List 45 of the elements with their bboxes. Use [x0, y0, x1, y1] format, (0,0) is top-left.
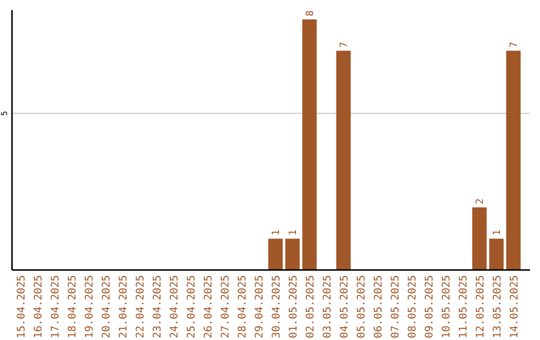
x-tick-label: 09.05.2025 — [423, 275, 436, 338]
x-tick-label: 15.04.2025 — [16, 275, 28, 338]
x-tick-label: 17.04.2025 — [50, 275, 62, 338]
bar — [268, 238, 283, 270]
x-tick-label: 26.04.2025 — [202, 275, 215, 338]
x-tick-label: 24.04.2025 — [168, 275, 181, 338]
data-label: 7 — [338, 42, 350, 48]
bar — [489, 238, 504, 270]
x-tick-label: 07.05.2025 — [389, 275, 402, 338]
x-tick-label: 29.04.2025 — [254, 275, 266, 338]
x-tick-label: 08.05.2025 — [406, 275, 418, 338]
x-tick-label: 12.05.2025 — [474, 275, 486, 338]
x-tick-label: 18.04.2025 — [66, 275, 79, 338]
x-tick-label: 05.05.2025 — [355, 275, 368, 338]
x-tick-label: 22.04.2025 — [134, 275, 147, 338]
x-tick-label: 23.04.2025 — [152, 275, 164, 338]
x-tick-label: 27.04.2025 — [220, 275, 232, 338]
x-tick-label: 01.05.2025 — [287, 275, 300, 338]
y-tick-label: 5 — [0, 110, 9, 116]
x-tick-label: 21.04.2025 — [118, 275, 130, 338]
x-tick-label: 28.04.2025 — [236, 275, 249, 338]
x-tick-label: 10.05.2025 — [440, 275, 452, 338]
data-label: 7 — [508, 42, 520, 48]
data-label: 2 — [474, 198, 486, 204]
bar — [285, 238, 300, 270]
bar — [336, 50, 351, 270]
x-tick-label: 16.04.2025 — [32, 275, 45, 338]
x-tick-label: 19.04.2025 — [84, 275, 96, 338]
x-tick-label: 04.05.2025 — [338, 275, 350, 338]
x-tick-label: 25.04.2025 — [186, 275, 198, 338]
data-label: 8 — [304, 10, 316, 16]
x-tick-label: 14.05.2025 — [508, 275, 520, 338]
x-tick-label: 06.05.2025 — [372, 275, 384, 338]
x-tick-label: 13.05.2025 — [491, 275, 504, 338]
x-tick-label: 30.04.2025 — [270, 275, 282, 338]
bar — [506, 50, 521, 270]
data-label: 1 — [492, 230, 503, 236]
x-tick-label: 20.04.2025 — [100, 275, 113, 338]
x-tick-label: 02.05.2025 — [304, 275, 316, 338]
data-label: 1 — [270, 230, 282, 236]
x-tick-label: 11.05.2025 — [457, 275, 470, 338]
data-label: 1 — [288, 230, 299, 236]
x-tick-label: 03.05.2025 — [321, 275, 334, 338]
bar — [302, 19, 317, 270]
bar — [472, 207, 487, 270]
